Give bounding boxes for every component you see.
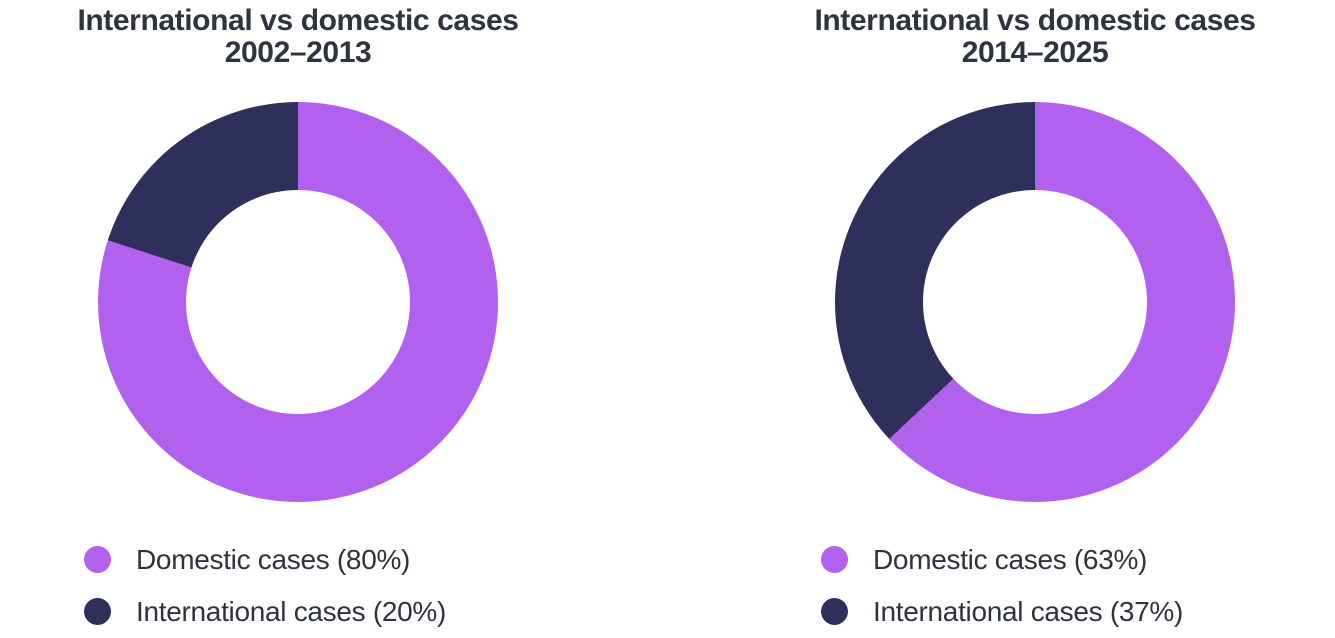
donut-hole xyxy=(923,190,1147,414)
donut-chart-2014-2025 xyxy=(835,102,1235,502)
legend-label-international: International cases (20%) xyxy=(136,595,447,627)
legend-item-international: International cases (20%) xyxy=(84,595,447,627)
chart-title-line1: International vs domestic cases xyxy=(814,4,1256,37)
chart-2014-2025: International vs domestic cases 2014–202… xyxy=(795,5,1275,638)
legend-swatch-international-icon xyxy=(84,598,111,625)
legend-swatch-domestic-icon xyxy=(821,546,848,573)
legend-label-domestic: Domestic cases (63%) xyxy=(873,543,1148,575)
legend-item-domestic: Domestic cases (63%) xyxy=(821,543,1183,575)
donut-chart-2002-2013 xyxy=(98,102,498,502)
legend-swatch-domestic-icon xyxy=(84,546,111,573)
chart-title-line2: 2002–2013 xyxy=(224,36,372,69)
legend-item-domestic: Domestic cases (80%) xyxy=(84,543,446,575)
chart-2002-2013: International vs domestic cases 2002–201… xyxy=(58,5,538,638)
chart-title-2014-2025: International vs domestic cases 2014–202… xyxy=(814,4,1256,69)
chart-title-line1: International vs domestic cases xyxy=(77,4,519,37)
chart-title-line2: 2014–2025 xyxy=(961,36,1109,69)
legend-2002-2013: Domestic cases (80%) International cases… xyxy=(58,543,447,638)
legend-label-international: International cases (37%) xyxy=(873,595,1184,627)
legend-swatch-international-icon xyxy=(821,598,848,625)
legend-item-international: International cases (37%) xyxy=(821,595,1184,627)
legend-2014-2025: Domestic cases (63%) International cases… xyxy=(795,543,1184,638)
chart-title-2002-2013: International vs domestic cases 2002–201… xyxy=(77,4,519,69)
legend-label-domestic: Domestic cases (80%) xyxy=(136,543,411,575)
donut-hole xyxy=(186,190,410,414)
